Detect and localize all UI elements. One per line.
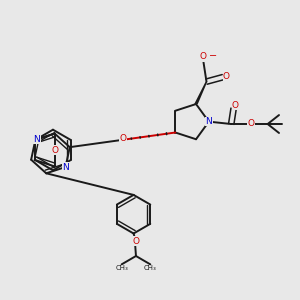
Text: N: N bbox=[34, 135, 40, 144]
Polygon shape bbox=[194, 82, 207, 104]
Text: O: O bbox=[200, 52, 207, 61]
Text: O: O bbox=[51, 146, 58, 154]
Text: O: O bbox=[232, 101, 239, 110]
Text: N: N bbox=[206, 117, 212, 126]
Text: N: N bbox=[62, 163, 69, 172]
Text: O: O bbox=[120, 134, 127, 143]
Text: CH₃: CH₃ bbox=[144, 265, 157, 271]
Text: −: − bbox=[209, 51, 217, 61]
Text: O: O bbox=[223, 72, 230, 81]
Text: O: O bbox=[248, 119, 255, 128]
Text: O: O bbox=[132, 237, 139, 246]
Text: CH₃: CH₃ bbox=[115, 265, 128, 271]
